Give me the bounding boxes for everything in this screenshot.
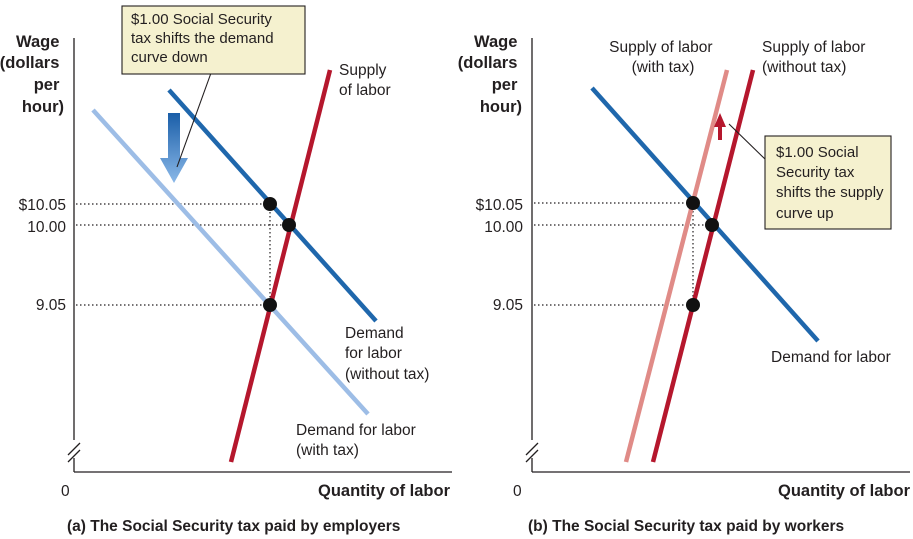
panel-a-x-axis-title: Quantity of labor bbox=[318, 482, 451, 500]
panel-b-demand-label: Demand for labor bbox=[771, 349, 891, 366]
panel-b-supply-without-tax-label: Supply of labor (without tax) bbox=[762, 39, 870, 76]
panel-a-shift-down-arrow bbox=[160, 113, 188, 183]
panel-a-axis-break bbox=[67, 442, 81, 463]
panel-a-demand-with-tax-curve bbox=[91, 108, 370, 416]
panel-b-demand-curve bbox=[590, 86, 820, 343]
panel-a-tick-10-05: $10.05 bbox=[19, 197, 66, 214]
panel-a-supply-curve bbox=[228, 69, 333, 463]
panel-a-demand-with-tax-label: Demand for labor (with tax) bbox=[296, 422, 420, 459]
panel-a-y-axis-title: Wage (dollars per hour) bbox=[0, 33, 64, 116]
panel-b-axis-break bbox=[525, 442, 539, 463]
panel-a-tick-9-05: 9.05 bbox=[36, 297, 66, 314]
panel-b-supply-with-tax-label: Supply of labor (with tax) bbox=[609, 39, 717, 76]
panel-b-supply-with-tax-curve bbox=[623, 69, 730, 463]
panel-b-point-10-05 bbox=[686, 196, 700, 210]
panel-b-origin-label: 0 bbox=[513, 483, 522, 500]
panel-b-y-axis-title: Wage (dollars per hour) bbox=[458, 33, 522, 116]
panel-a-point-9-05 bbox=[263, 298, 277, 312]
panel-b-callout-box bbox=[764, 135, 892, 230]
panel-b-point-10-00 bbox=[705, 218, 719, 232]
panel-b-tick-10-00: 10.00 bbox=[484, 219, 523, 236]
panel-a-point-10-00 bbox=[282, 218, 296, 232]
panel-a-tick-10-00: 10.00 bbox=[27, 219, 66, 236]
panel-b-supply-without-tax-curve bbox=[650, 69, 756, 463]
panel-b-tick-9-05: 9.05 bbox=[493, 297, 523, 314]
panel-a-callout-box bbox=[121, 5, 306, 75]
panel-b-worker-tax: Wage (dollars per hour) 0 Quantity of la… bbox=[458, 33, 911, 535]
panel-a-point-10-05 bbox=[263, 197, 277, 211]
panel-b-callout-text: $1.00 Social Security tax shifts the sup… bbox=[776, 144, 888, 222]
panel-b-shift-up-arrow bbox=[714, 113, 726, 140]
panel-a-caption: (a) The Social Security tax paid by empl… bbox=[67, 518, 400, 535]
panel-a-demand-without-tax-label: Demand for labor (without tax) bbox=[345, 325, 429, 383]
panel-a-origin-label: 0 bbox=[61, 483, 70, 500]
panel-a-supply-label: Supply of labor bbox=[339, 62, 391, 99]
panel-b-point-9-05 bbox=[686, 298, 700, 312]
panel-b-tick-10-05: $10.05 bbox=[476, 197, 523, 214]
panel-b-callout-pointer bbox=[728, 123, 767, 161]
panel-a-callout-pointer bbox=[176, 72, 212, 168]
panel-b-x-axis-title: Quantity of labor bbox=[778, 482, 911, 500]
panel-b-caption: (b) The Social Security tax paid by work… bbox=[528, 518, 844, 535]
panel-a-callout-text: $1.00 Social Security tax shifts the dem… bbox=[131, 11, 278, 66]
panel-a-employer-tax: Wage (dollars per hour) 0 Quantity of la… bbox=[0, 5, 452, 535]
